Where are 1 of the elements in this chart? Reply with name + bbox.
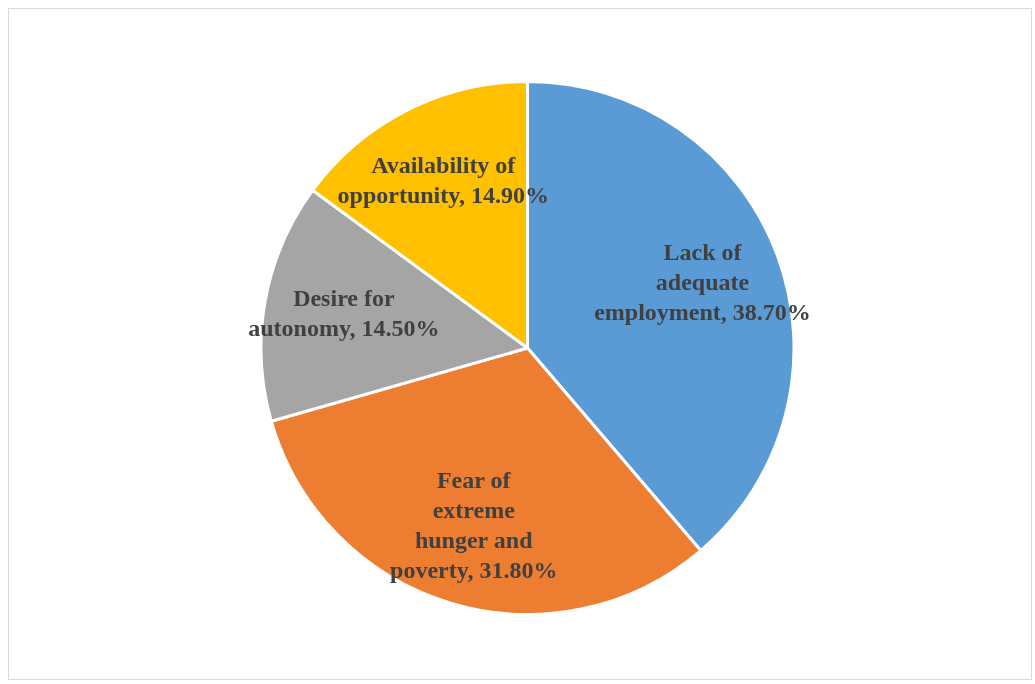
slice-label: Fear of extreme hunger and poverty, 31.80%	[390, 466, 558, 583]
